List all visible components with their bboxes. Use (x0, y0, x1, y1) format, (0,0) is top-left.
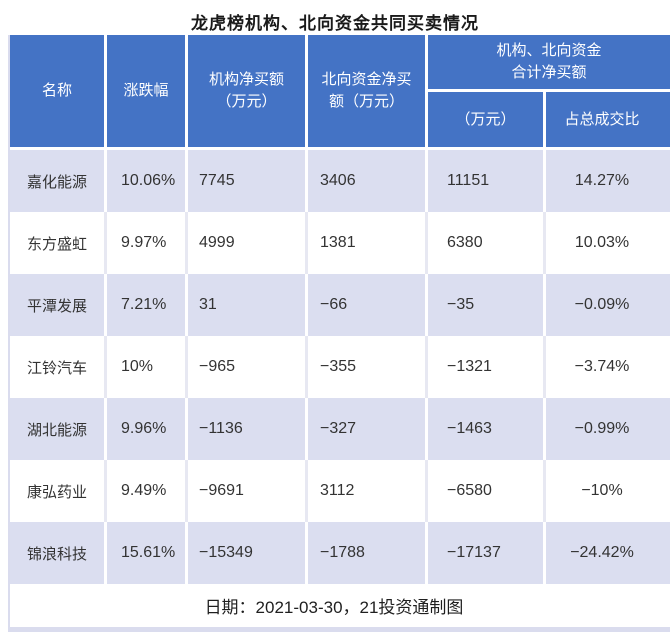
col-header-change: 涨跌幅 (107, 35, 188, 150)
col-header-northbound-net-buy: 北向资金净买 额（万元） (308, 35, 428, 150)
row-filler (658, 522, 670, 584)
table-row: 锦浪科技 15.61% −15349 −1788 −17137 −24.42% (10, 522, 670, 584)
cell-combined-amount: −1463 (428, 398, 546, 460)
cell-combined-amount: 6380 (428, 212, 546, 274)
cell-combined-amount: −6580 (428, 460, 546, 522)
cell-combined-amount: −35 (428, 274, 546, 336)
cell-institution-net-buy: 31 (188, 274, 308, 336)
cell-name: 平潭发展 (10, 274, 107, 336)
row-filler (658, 460, 670, 522)
cell-combined-ratio: 14.27% (546, 150, 658, 212)
cell-change: 9.97% (107, 212, 188, 274)
header-filler (658, 92, 670, 150)
cell-northbound-net-buy: 3406 (308, 150, 428, 212)
table-row: 平潭发展 7.21% 31 −66 −35 −0.09% (10, 274, 670, 336)
cell-combined-ratio: −0.99% (546, 398, 658, 460)
cell-name: 东方盛虹 (10, 212, 107, 274)
cell-northbound-net-buy: −66 (308, 274, 428, 336)
cell-institution-net-buy: 7745 (188, 150, 308, 212)
cell-combined-amount: −17137 (428, 522, 546, 584)
table-row: 东方盛虹 9.97% 4999 1381 6380 10.03% (10, 212, 670, 274)
row-filler (658, 336, 670, 398)
cell-combined-ratio: −10% (546, 460, 658, 522)
cell-northbound-net-buy: −1788 (308, 522, 428, 584)
cell-northbound-net-buy: 3112 (308, 460, 428, 522)
cell-name: 康弘药业 (10, 460, 107, 522)
cell-institution-net-buy: −15349 (188, 522, 308, 584)
col-header-institution-net-buy: 机构净买额 （万元） (188, 35, 308, 150)
cell-change: 9.96% (107, 398, 188, 460)
row-filler (658, 212, 670, 274)
col-header-combined-amount: （万元） (428, 92, 546, 150)
footer-filler (658, 584, 670, 627)
cell-combined-ratio: −3.74% (546, 336, 658, 398)
col-header-combined-group: 机构、北向资金 合计净买额 (428, 35, 670, 92)
table-row: 康弘药业 9.49% −9691 3112 −6580 −10% (10, 460, 670, 522)
cell-change: 10% (107, 336, 188, 398)
table-row: 湖北能源 9.96% −1136 −327 −1463 −0.99% (10, 398, 670, 460)
table-row: 江铃汽车 10% −965 −355 −1321 −3.74% (10, 336, 670, 398)
cell-northbound-net-buy: −355 (308, 336, 428, 398)
cell-name: 湖北能源 (10, 398, 107, 460)
cell-change: 10.06% (107, 150, 188, 212)
cell-northbound-net-buy: 1381 (308, 212, 428, 274)
table-row: 嘉化能源 10.06% 7745 3406 11151 14.27% (10, 150, 670, 212)
table-footer-row: 日期：2021-03-30，21投资通制图 (10, 584, 670, 627)
cell-combined-amount: 11151 (428, 150, 546, 212)
cell-name: 江铃汽车 (10, 336, 107, 398)
cell-northbound-net-buy: −327 (308, 398, 428, 460)
cell-change: 7.21% (107, 274, 188, 336)
cell-combined-ratio: −0.09% (546, 274, 658, 336)
cell-institution-net-buy: −9691 (188, 460, 308, 522)
cell-change: 9.49% (107, 460, 188, 522)
cell-combined-amount: −1321 (428, 336, 546, 398)
footer-note: 日期：2021-03-30，21投资通制图 (10, 584, 658, 627)
cell-combined-ratio: −24.42% (546, 522, 658, 584)
cell-change: 15.61% (107, 522, 188, 584)
cell-institution-net-buy: 4999 (188, 212, 308, 274)
cell-name: 嘉化能源 (10, 150, 107, 212)
chart-title: 龙虎榜机构、北向资金共同买卖情况 (191, 14, 479, 33)
cell-institution-net-buy: −965 (188, 336, 308, 398)
cell-institution-net-buy: −1136 (188, 398, 308, 460)
cell-name: 锦浪科技 (10, 522, 107, 584)
row-filler (658, 150, 670, 212)
col-header-combined-ratio: 占总成交比 (546, 92, 658, 150)
row-filler (658, 274, 670, 336)
row-filler (658, 398, 670, 460)
table-header: 名称 涨跌幅 机构净买额 （万元） 北向资金净买 额（万元） 机构、北向资金 合… (10, 35, 670, 150)
cell-combined-ratio: 10.03% (546, 212, 658, 274)
col-header-name: 名称 (10, 35, 107, 150)
data-table: 名称 涨跌幅 机构净买额 （万元） 北向资金净买 额（万元） 机构、北向资金 合… (8, 35, 670, 632)
